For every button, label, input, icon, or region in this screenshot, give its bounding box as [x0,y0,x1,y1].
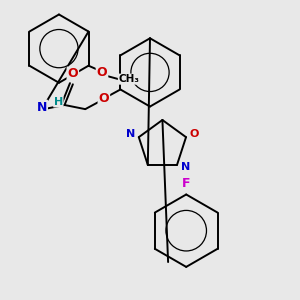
Text: O: O [99,92,109,105]
Text: H: H [54,97,63,107]
Text: O: O [68,68,78,80]
Text: F: F [182,177,190,190]
Text: O: O [97,66,107,80]
Text: N: N [181,162,190,172]
Text: O: O [190,129,199,139]
Text: N: N [37,100,47,114]
Text: CH₃: CH₃ [118,74,140,84]
Text: N: N [126,129,135,139]
